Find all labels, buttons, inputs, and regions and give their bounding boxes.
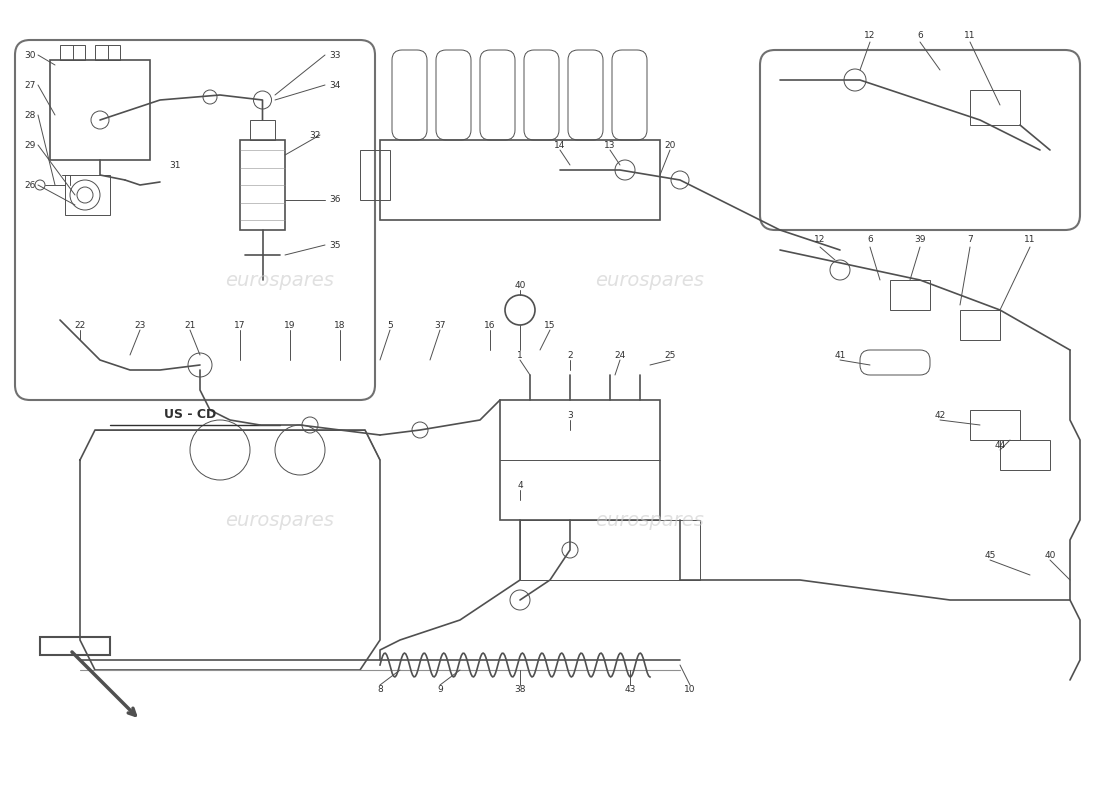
Text: eurospares: eurospares [226, 270, 334, 290]
Text: 24: 24 [615, 350, 626, 359]
Text: 18: 18 [334, 321, 345, 330]
Bar [240, 140, 285, 230]
Text: 11: 11 [1024, 235, 1036, 245]
Text: 32: 32 [309, 130, 321, 139]
Text: 7: 7 [967, 235, 972, 245]
Bar [95, 45, 120, 60]
Text: 23: 23 [134, 321, 145, 330]
Bar [65, 175, 110, 215]
Text: 11: 11 [965, 30, 976, 39]
Text: 6: 6 [867, 235, 873, 245]
Bar [40, 637, 110, 655]
Text: 40: 40 [1044, 550, 1056, 559]
Text: eurospares: eurospares [226, 510, 334, 530]
Text: 15: 15 [544, 321, 556, 330]
Bar [500, 400, 660, 520]
Text: 30: 30 [24, 50, 35, 59]
Bar [379, 140, 660, 220]
Text: 10: 10 [684, 686, 695, 694]
Bar [1000, 440, 1050, 470]
Text: 45: 45 [984, 550, 996, 559]
Text: 43: 43 [625, 686, 636, 694]
Text: 29: 29 [24, 141, 35, 150]
Bar [250, 120, 275, 140]
Text: 12: 12 [865, 30, 876, 39]
Text: 34: 34 [329, 81, 341, 90]
Text: 39: 39 [914, 235, 926, 245]
Text: 8: 8 [377, 686, 383, 694]
Bar [970, 410, 1020, 440]
Text: US - CD: US - CD [164, 409, 216, 422]
Text: 41: 41 [834, 350, 846, 359]
Bar [50, 60, 150, 160]
Bar [520, 520, 700, 580]
Text: 42: 42 [934, 410, 946, 419]
Text: 44: 44 [994, 441, 1005, 450]
Text: eurospares: eurospares [595, 510, 704, 530]
Text: 12: 12 [814, 235, 826, 245]
Text: 40: 40 [515, 281, 526, 290]
Text: 5: 5 [387, 321, 393, 330]
Text: 4: 4 [517, 481, 522, 490]
Text: 6: 6 [917, 30, 923, 39]
Text: 1: 1 [517, 350, 522, 359]
Bar [360, 150, 390, 200]
Text: 17: 17 [234, 321, 245, 330]
Text: 25: 25 [664, 350, 675, 359]
Text: 14: 14 [554, 141, 565, 150]
Text: 27: 27 [24, 81, 35, 90]
Text: 19: 19 [284, 321, 296, 330]
Text: 26: 26 [24, 181, 35, 190]
Text: 37: 37 [434, 321, 446, 330]
Text: 21: 21 [185, 321, 196, 330]
Bar [60, 45, 85, 60]
Text: 22: 22 [75, 321, 86, 330]
Bar [970, 90, 1020, 125]
Text: 38: 38 [515, 686, 526, 694]
Text: 2: 2 [568, 350, 573, 359]
Text: 35: 35 [329, 241, 341, 250]
Text: 9: 9 [437, 686, 443, 694]
Bar [890, 280, 930, 310]
Text: 36: 36 [329, 195, 341, 205]
Text: 3: 3 [568, 410, 573, 419]
Bar [960, 310, 1000, 340]
Text: eurospares: eurospares [595, 270, 704, 290]
Text: 28: 28 [24, 110, 35, 119]
Text: 13: 13 [604, 141, 616, 150]
Text: 31: 31 [169, 161, 180, 170]
Text: 33: 33 [329, 50, 341, 59]
Text: 20: 20 [664, 141, 675, 150]
Text: 16: 16 [484, 321, 496, 330]
